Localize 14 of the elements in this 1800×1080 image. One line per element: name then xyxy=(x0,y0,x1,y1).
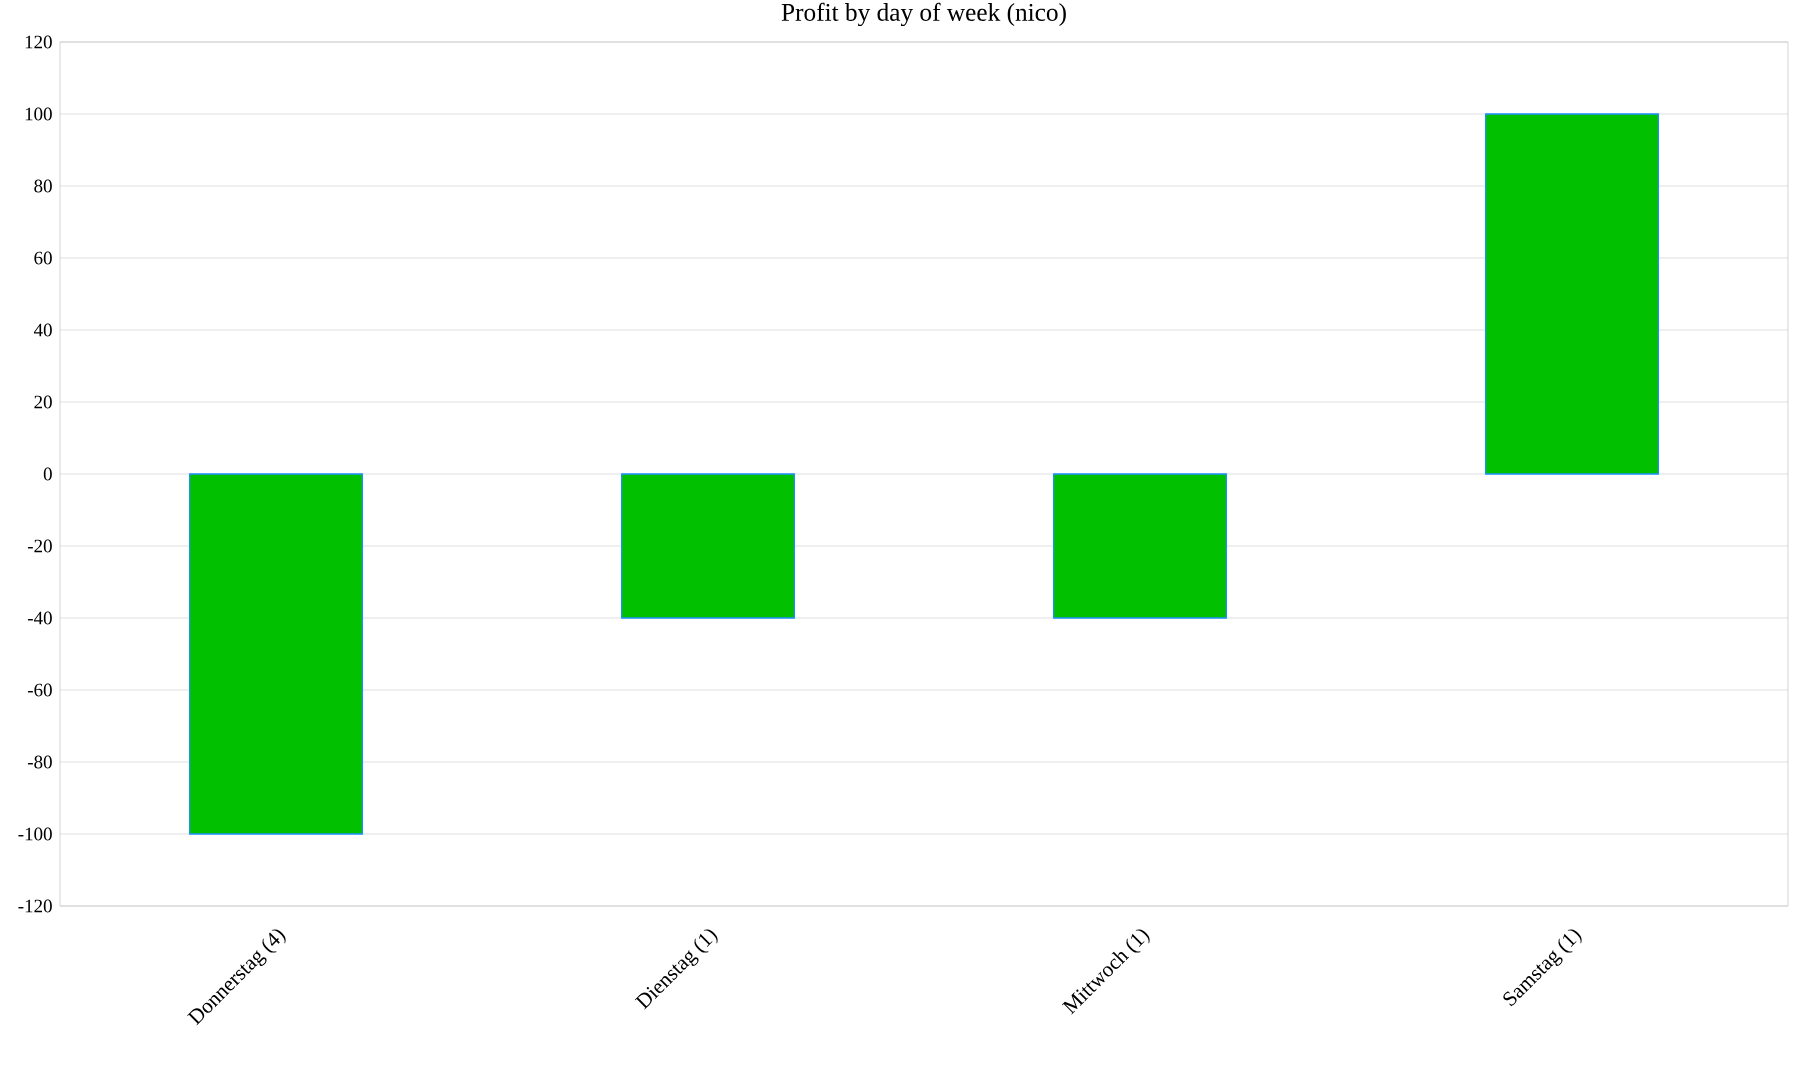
y-tick-label: -100 xyxy=(18,827,52,841)
y-tick-label: -80 xyxy=(27,755,52,769)
y-tick-label: -20 xyxy=(27,539,52,553)
y-tick-label: -120 xyxy=(18,899,52,913)
chart-title: Profit by day of week (nico) xyxy=(781,2,1066,27)
y-tick-label: 120 xyxy=(25,35,52,49)
y-tick-label: -60 xyxy=(27,683,52,697)
y-tick-label: 0 xyxy=(43,467,52,481)
y-tick-label: 80 xyxy=(34,179,52,193)
y-tick-label: 60 xyxy=(34,251,52,265)
y-tick-label: 20 xyxy=(34,395,52,409)
y-tick-label: -40 xyxy=(27,611,52,625)
y-tick-label: 40 xyxy=(33,323,52,337)
y-tick-label: 100 xyxy=(25,107,52,121)
